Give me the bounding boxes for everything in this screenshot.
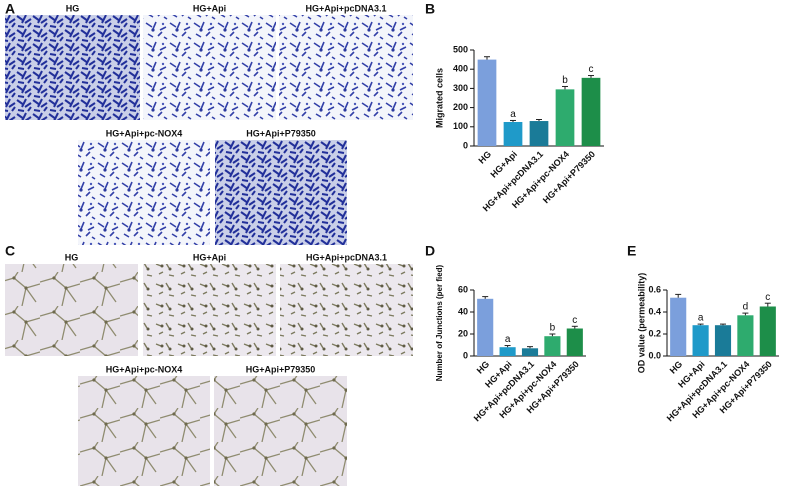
bar [581, 77, 601, 146]
significance-label: c [572, 315, 577, 326]
image-label: HG+Api+pcDNA3.1 [306, 252, 387, 262]
bar [555, 89, 575, 146]
image-label: HG+Api [193, 252, 226, 262]
bar [477, 59, 497, 146]
image-label: HG [65, 252, 79, 262]
y-axis-label: Number of Junctions (per fied) [435, 264, 444, 381]
x-tick-label: HG [476, 149, 493, 166]
y-tick-label: 0.4 [648, 306, 661, 316]
y-tick-label: 40 [458, 306, 468, 316]
micrograph [215, 140, 347, 245]
x-tick-label: HG [668, 359, 685, 376]
y-tick-label: 300 [453, 83, 468, 93]
panel-label: D [425, 243, 435, 259]
x-tick-label: HG [475, 359, 492, 376]
y-tick-label: 0 [463, 140, 468, 150]
micrograph [143, 15, 276, 120]
significance-label: b [562, 75, 568, 86]
y-tick-label: 60 [458, 284, 468, 294]
y-tick-label: 400 [453, 64, 468, 74]
y-axis-label: OD value (permeability) [636, 273, 646, 374]
significance-label: b [550, 323, 556, 334]
bar [521, 348, 539, 356]
significance-label: a [698, 313, 704, 324]
bar [737, 315, 754, 356]
significance-label: c [589, 64, 594, 75]
panel-label: C [5, 243, 15, 259]
bar [692, 325, 709, 356]
bar [477, 298, 494, 356]
micrograph [78, 376, 210, 486]
bar [503, 122, 523, 146]
y-tick-label: 100 [453, 121, 468, 131]
image-label: HG+Api+pc-NOX4 [106, 364, 183, 374]
bar [544, 336, 561, 356]
micrograph [5, 264, 138, 356]
bar [759, 306, 776, 356]
bar [714, 325, 732, 356]
micrograph [78, 140, 210, 245]
significance-label: a [510, 109, 516, 120]
y-tick-label: 20 [458, 328, 468, 338]
image-label: HG+Api+P79350 [246, 128, 316, 138]
image-label: HG [66, 3, 80, 13]
y-tick-label: 0.6 [648, 284, 661, 294]
micrograph [214, 376, 347, 486]
image-label: HG+Api+pcDNA3.1 [305, 3, 386, 13]
panel-label: E [627, 243, 636, 259]
significance-label: c [765, 292, 770, 303]
significance-label: d [743, 302, 749, 313]
micrograph [279, 15, 413, 120]
micrograph [280, 264, 413, 356]
y-tick-label: 0.0 [648, 350, 661, 360]
bar [499, 347, 516, 356]
panel-label: A [5, 1, 15, 17]
y-tick-label: 500 [453, 44, 468, 54]
bar [566, 328, 583, 356]
bar [670, 297, 687, 356]
y-tick-label: 0 [463, 350, 468, 360]
panel-label: B [425, 1, 435, 17]
y-axis-label: Migrated cells [434, 68, 444, 128]
micrograph [5, 15, 140, 120]
image-label: HG+Api+pc-NOX4 [106, 128, 183, 138]
image-label: HG+Api+P79350 [246, 364, 316, 374]
significance-label: a [505, 334, 511, 345]
y-tick-label: 0.2 [648, 328, 661, 338]
bar [529, 121, 549, 146]
micrograph [143, 264, 276, 356]
y-tick-label: 200 [453, 102, 468, 112]
image-label: HG+Api [193, 3, 226, 13]
